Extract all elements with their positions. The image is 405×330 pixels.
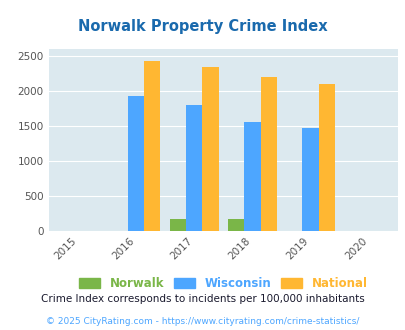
Bar	[318, 84, 334, 231]
Bar	[260, 78, 276, 231]
Legend: Norwalk, Wisconsin, National: Norwalk, Wisconsin, National	[79, 277, 367, 290]
Bar	[227, 219, 244, 231]
Bar	[185, 105, 202, 231]
Bar	[128, 96, 144, 231]
Bar	[244, 122, 260, 231]
Text: © 2025 CityRating.com - https://www.cityrating.com/crime-statistics/: © 2025 CityRating.com - https://www.city…	[46, 317, 359, 326]
Text: Crime Index corresponds to incidents per 100,000 inhabitants: Crime Index corresponds to incidents per…	[41, 294, 364, 304]
Bar	[202, 67, 218, 231]
Bar	[169, 219, 185, 231]
Text: Norwalk Property Crime Index: Norwalk Property Crime Index	[78, 19, 327, 34]
Bar	[302, 128, 318, 231]
Bar	[144, 61, 160, 231]
